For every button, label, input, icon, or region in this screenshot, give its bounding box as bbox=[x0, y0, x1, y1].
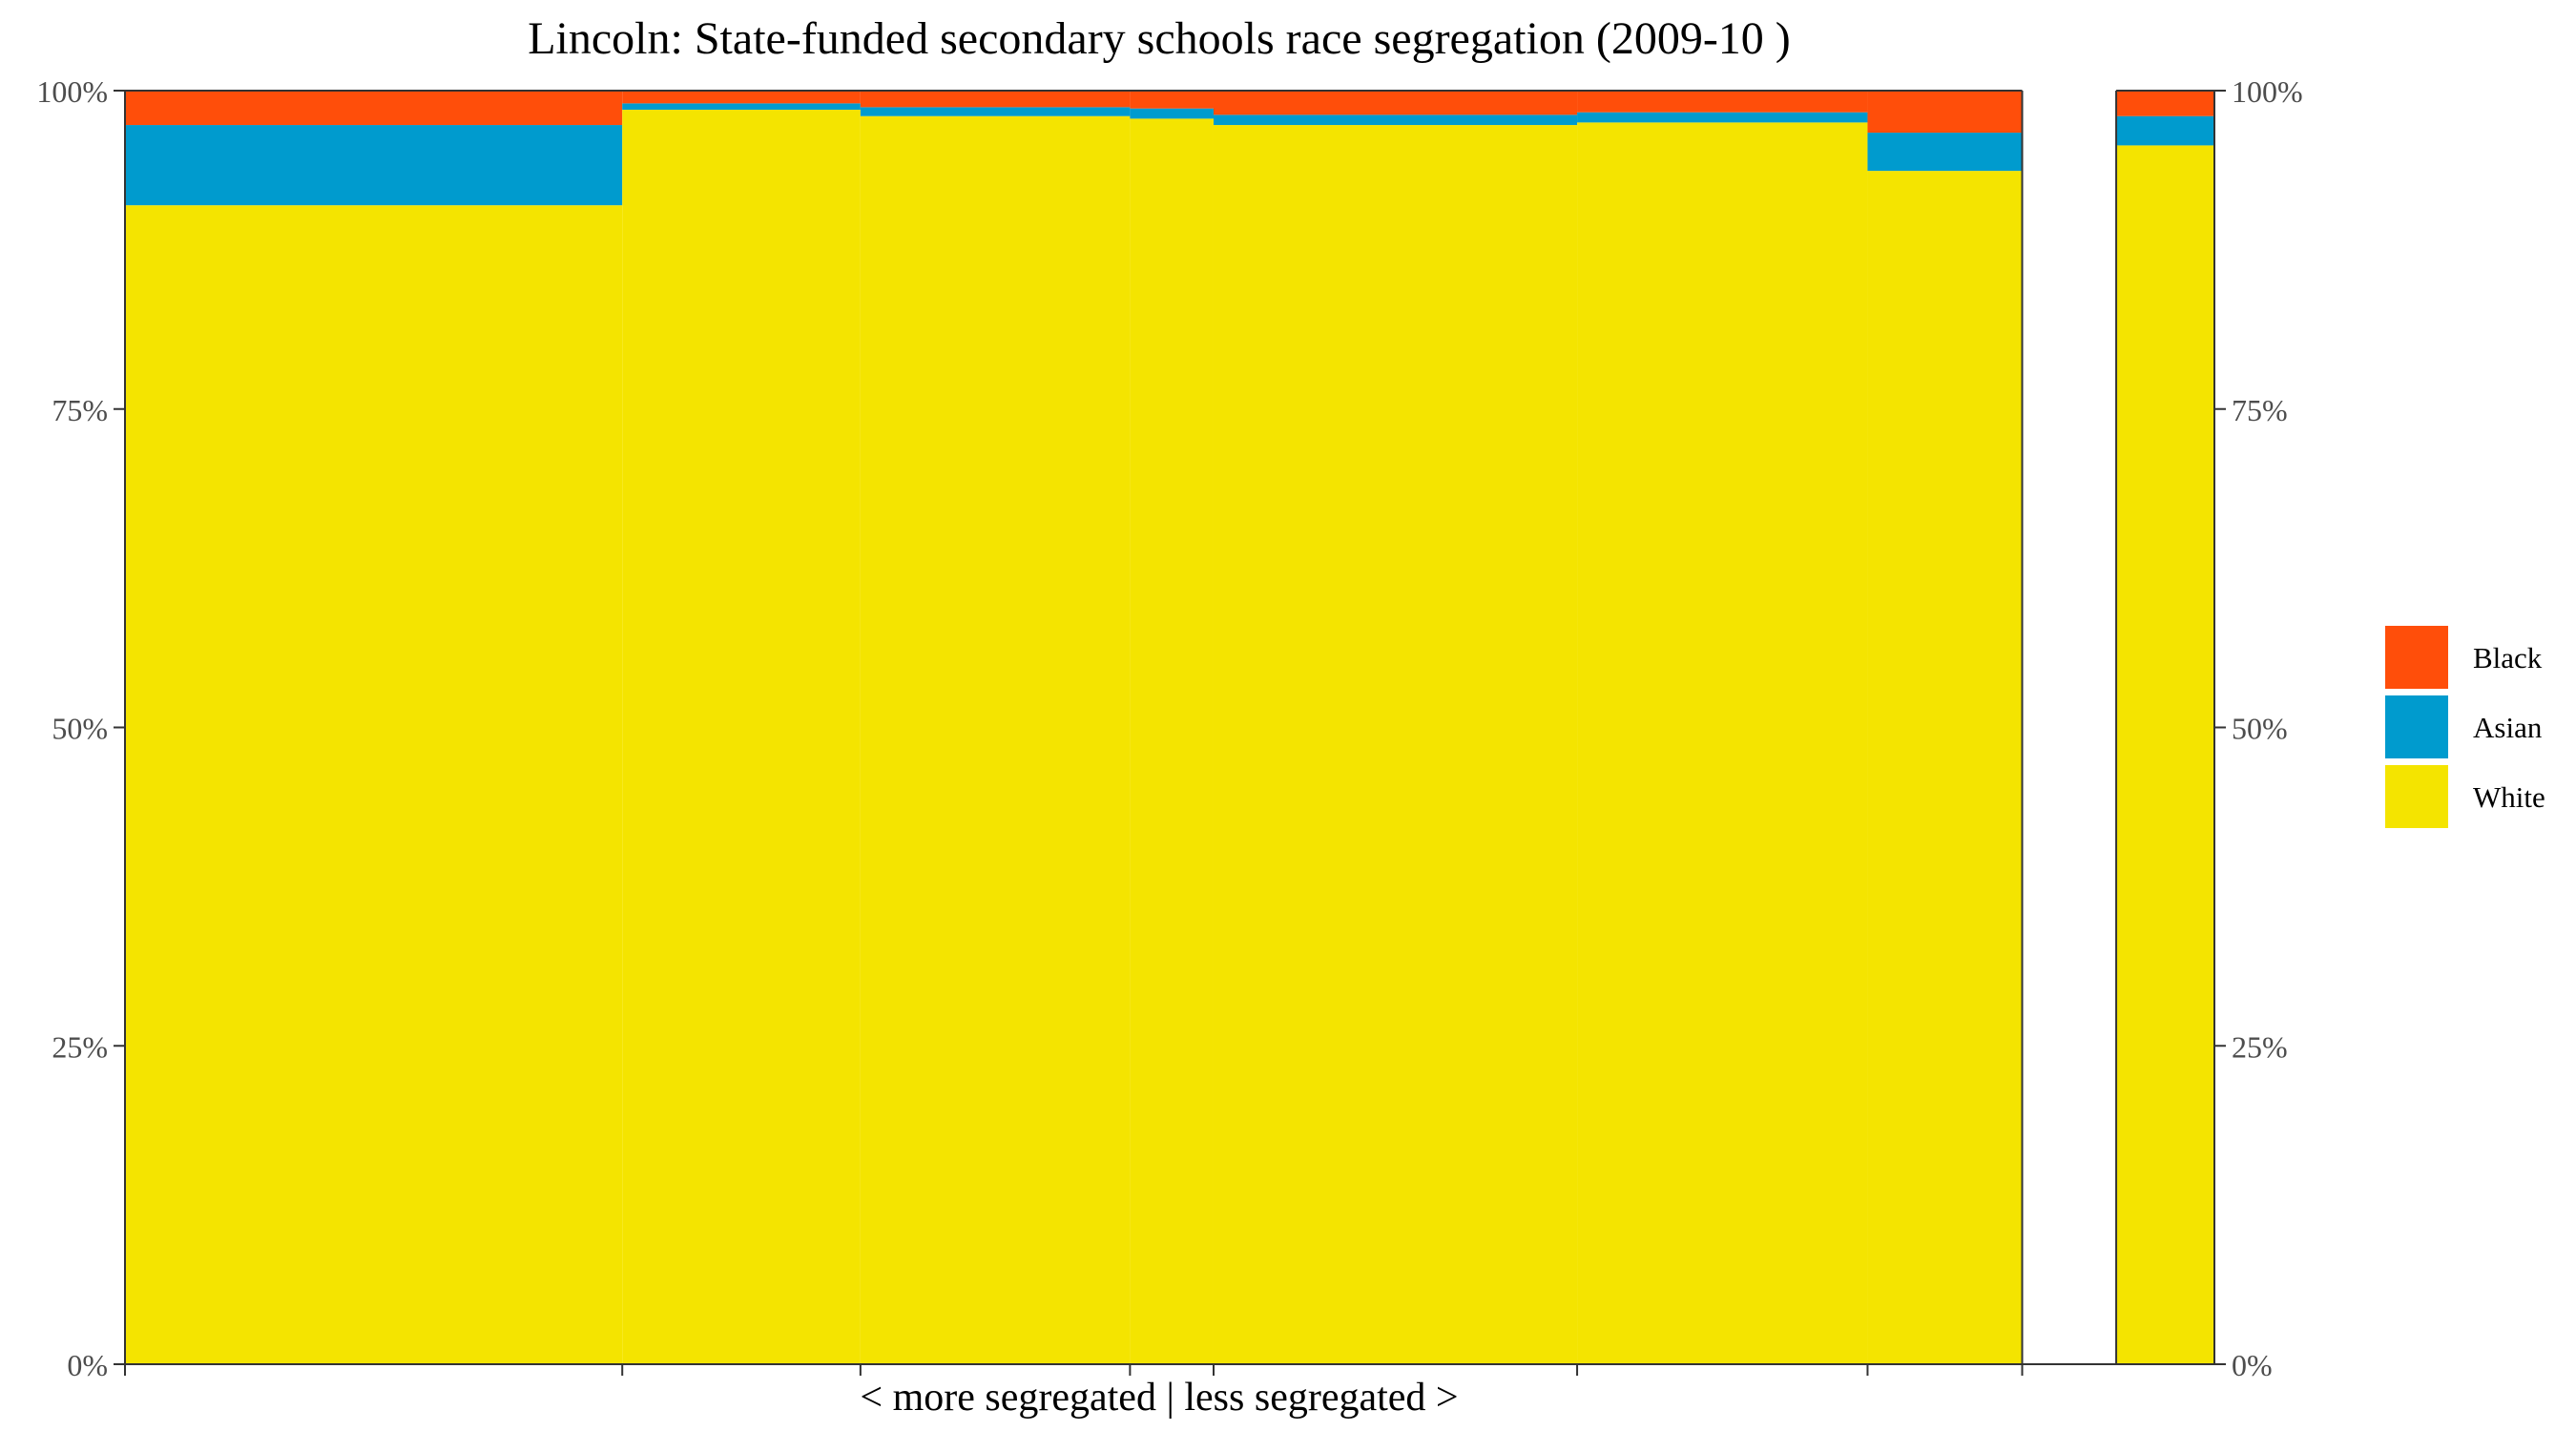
right-y-tick-label: 100% bbox=[2232, 74, 2303, 109]
school-bar-2-black-segment bbox=[622, 91, 861, 104]
school-bar-3-white-segment bbox=[860, 115, 1131, 1365]
school-bar-2-white-segment bbox=[622, 110, 861, 1364]
left-y-tick-label: 25% bbox=[52, 1029, 108, 1064]
chart-title: Lincoln: State-funded secondary schools … bbox=[528, 13, 1791, 64]
school-bar-5-white-segment bbox=[1213, 125, 1578, 1364]
school-bar-7-asian-segment bbox=[1867, 133, 2023, 172]
right-y-tick-label: 50% bbox=[2232, 712, 2288, 746]
school-bar-7-white-segment bbox=[1867, 171, 2023, 1365]
school-bar-2-asian-segment bbox=[622, 103, 861, 111]
school-bar-3-black-segment bbox=[860, 91, 1131, 108]
school-bar-1-white-segment bbox=[125, 205, 623, 1364]
x-axis-title: < more segregated | less segregated > bbox=[860, 1376, 1458, 1420]
overall-bar-white-segment bbox=[2116, 145, 2214, 1364]
school-bar-1-black-segment bbox=[125, 91, 623, 126]
school-bar-5-black-segment bbox=[1213, 91, 1578, 115]
left-y-tick-label: 100% bbox=[36, 74, 108, 109]
legend-label-white: White bbox=[2473, 780, 2545, 814]
left-y-tick-label: 50% bbox=[52, 712, 108, 746]
right-y-tick-label: 0% bbox=[2232, 1348, 2273, 1382]
right-y-tick-label: 25% bbox=[2232, 1029, 2288, 1064]
school-bar-6-white-segment bbox=[1577, 122, 1868, 1364]
plot-area bbox=[125, 91, 2214, 1365]
school-bar-6-asian-segment bbox=[1577, 112, 1868, 123]
left-y-tick-label: 0% bbox=[67, 1348, 108, 1382]
axes: 0% 0% 25% 25% 50% 50% 75% 75% 100% 100% bbox=[36, 74, 2302, 1382]
legend-key-asian bbox=[2385, 695, 2448, 758]
school-bar-7-black-segment bbox=[1867, 91, 2023, 134]
legend-label-asian: Asian bbox=[2473, 711, 2543, 744]
legend-label-black: Black bbox=[2473, 641, 2543, 674]
legend-key-black bbox=[2385, 626, 2448, 689]
overall-bar-asian-segment bbox=[2116, 115, 2214, 146]
school-bar-4-asian-segment bbox=[1130, 108, 1214, 119]
school-bar-4-white-segment bbox=[1130, 118, 1214, 1365]
school-bar-5-asian-segment bbox=[1213, 114, 1578, 126]
legend: Black Asian White bbox=[2385, 626, 2545, 828]
school-bar-1-asian-segment bbox=[125, 125, 623, 206]
right-y-tick-label: 75% bbox=[2232, 393, 2288, 427]
overall-bar-black-segment bbox=[2116, 91, 2214, 116]
left-y-tick-label: 75% bbox=[52, 393, 108, 427]
school-bar-4-black-segment bbox=[1130, 91, 1214, 109]
legend-key-white bbox=[2385, 765, 2448, 828]
school-bar-3-asian-segment bbox=[860, 107, 1131, 116]
school-bar-6-black-segment bbox=[1577, 91, 1868, 113]
